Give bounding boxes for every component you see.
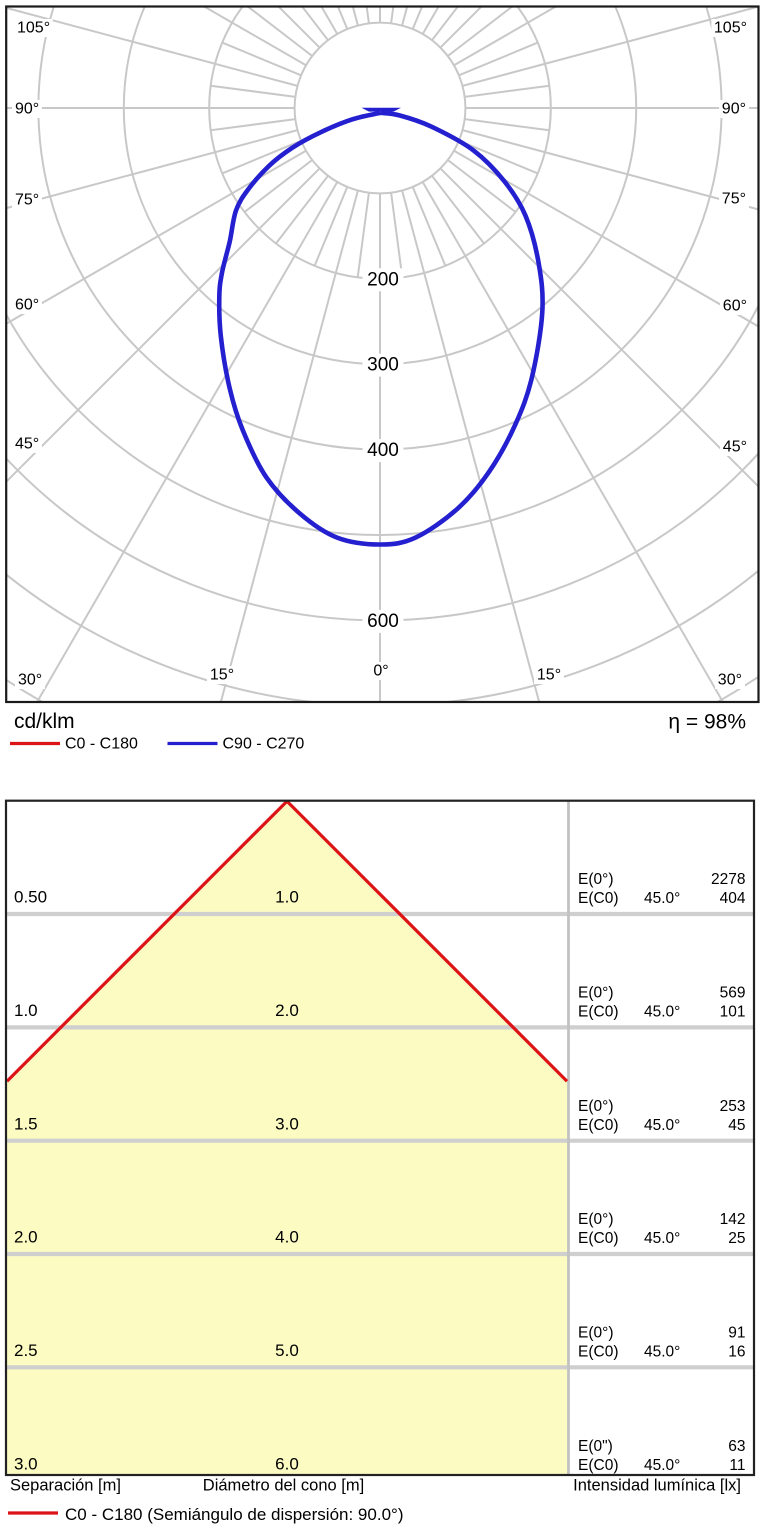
svg-text:2.0: 2.0	[14, 1228, 38, 1247]
svg-text:E(C0): E(C0)	[578, 1457, 618, 1474]
svg-text:600: 600	[367, 611, 399, 632]
svg-text:15°: 15°	[537, 667, 561, 684]
svg-text:45°: 45°	[723, 439, 747, 456]
svg-text:105°: 105°	[714, 20, 747, 37]
svg-text:E(0°): E(0°)	[578, 1211, 613, 1228]
svg-text:11: 11	[729, 1457, 745, 1474]
svg-text:cd/klm: cd/klm	[14, 710, 75, 733]
svg-text:Diámetro del cono [m]: Diámetro del cono [m]	[203, 1477, 364, 1495]
svg-text:E(C0): E(C0)	[578, 1117, 618, 1134]
svg-text:1.0: 1.0	[14, 1001, 38, 1020]
svg-text:569: 569	[720, 985, 746, 1002]
svg-text:200: 200	[367, 269, 399, 290]
svg-text:0.50: 0.50	[14, 888, 47, 907]
svg-text:400: 400	[367, 440, 399, 461]
svg-text:45°: 45°	[15, 436, 39, 453]
svg-text:142: 142	[720, 1211, 746, 1228]
svg-text:E(C0): E(C0)	[578, 1344, 618, 1361]
svg-text:60°: 60°	[723, 298, 747, 315]
svg-text:1.0: 1.0	[275, 888, 299, 907]
svg-text:E(0°): E(0°)	[578, 985, 613, 1002]
svg-text:45.0°: 45.0°	[644, 1457, 680, 1474]
svg-text:2278: 2278	[711, 871, 745, 888]
svg-text:75°: 75°	[722, 191, 746, 208]
svg-text:91: 91	[728, 1325, 745, 1342]
svg-text:2.0: 2.0	[275, 1001, 299, 1020]
svg-text:E(0"): E(0")	[578, 1438, 613, 1455]
svg-text:16: 16	[728, 1344, 745, 1361]
svg-text:3.0: 3.0	[14, 1454, 38, 1473]
svg-text:E(0°): E(0°)	[578, 871, 613, 888]
svg-text:45.0°: 45.0°	[644, 1230, 680, 1247]
svg-text:45.0°: 45.0°	[644, 1004, 680, 1021]
svg-text:Separación [m]: Separación [m]	[10, 1477, 121, 1495]
svg-text:C0 - C180 (Semiángulo de dispe: C0 - C180 (Semiángulo de dispersión: 90.…	[65, 1505, 403, 1524]
svg-text:E(C0): E(C0)	[578, 1230, 618, 1247]
svg-text:4.0: 4.0	[275, 1228, 299, 1247]
svg-text:101: 101	[720, 1004, 746, 1021]
svg-text:404: 404	[720, 890, 746, 907]
svg-text:30°: 30°	[18, 672, 42, 689]
svg-text:30°: 30°	[718, 672, 742, 689]
svg-text:63: 63	[728, 1438, 745, 1455]
svg-text:90°: 90°	[15, 101, 39, 118]
svg-text:C90 - C270: C90 - C270	[223, 736, 305, 753]
svg-text:2.5: 2.5	[14, 1341, 38, 1360]
svg-text:E(0°): E(0°)	[578, 1325, 613, 1342]
svg-text:45: 45	[728, 1117, 745, 1134]
svg-text:90°: 90°	[722, 101, 746, 118]
svg-text:E(C0): E(C0)	[578, 1004, 618, 1021]
svg-text:5.0: 5.0	[275, 1341, 299, 1360]
svg-text:253: 253	[720, 1098, 746, 1115]
svg-text:60°: 60°	[15, 297, 39, 314]
svg-text:300: 300	[367, 355, 399, 376]
svg-text:45.0°: 45.0°	[644, 1344, 680, 1361]
svg-text:6.0: 6.0	[275, 1454, 299, 1473]
svg-text:E(C0): E(C0)	[578, 890, 618, 907]
svg-text:45.0°: 45.0°	[644, 1117, 680, 1134]
svg-text:Intensidad lumínica [lx]: Intensidad lumínica [lx]	[573, 1477, 741, 1495]
svg-text:25: 25	[728, 1230, 745, 1247]
svg-text:0°: 0°	[373, 663, 388, 680]
svg-text:3.0: 3.0	[275, 1114, 299, 1133]
svg-text:15°: 15°	[210, 667, 234, 684]
svg-text:105°: 105°	[17, 20, 50, 37]
svg-text:E(0°): E(0°)	[578, 1098, 613, 1115]
svg-text:1.5: 1.5	[14, 1114, 38, 1133]
svg-text:45.0°: 45.0°	[644, 890, 680, 907]
svg-text:75°: 75°	[15, 192, 39, 209]
svg-text:C0 - C180: C0 - C180	[65, 736, 138, 753]
svg-text:η = 98%: η = 98%	[668, 711, 746, 734]
